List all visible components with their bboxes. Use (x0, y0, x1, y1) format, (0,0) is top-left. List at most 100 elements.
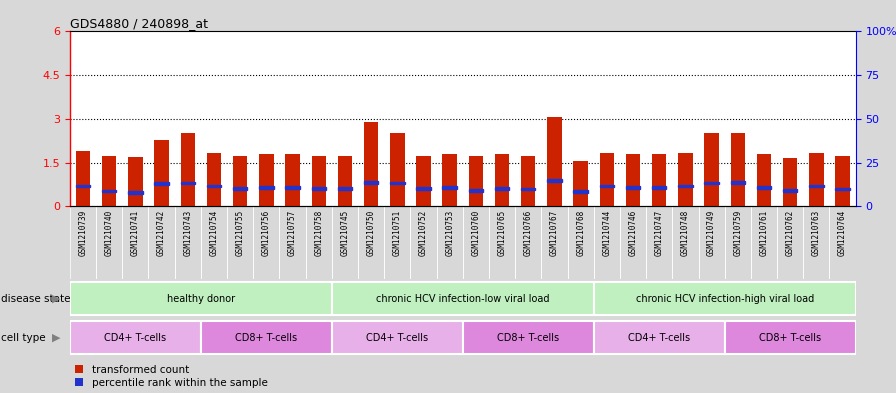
Bar (725, 321, 856, 354)
Bar (462, 321, 594, 354)
Bar (181, 182, 195, 184)
Bar (704, 134, 719, 206)
Text: GSM1210750: GSM1210750 (366, 210, 375, 256)
Bar (573, 161, 588, 206)
Text: GDS4880 / 240898_at: GDS4880 / 240898_at (70, 17, 208, 30)
Text: GSM1210748: GSM1210748 (681, 210, 690, 256)
Text: CD8+ T-cells: CD8+ T-cells (497, 333, 559, 343)
Text: GSM1210760: GSM1210760 (471, 210, 480, 256)
Bar (76, 151, 90, 206)
Text: chronic HCV infection-high viral load: chronic HCV infection-high viral load (635, 294, 814, 304)
Bar (70, 282, 332, 315)
Bar (594, 321, 725, 354)
Text: CD4+ T-cells: CD4+ T-cells (366, 333, 428, 343)
Text: GSM1210753: GSM1210753 (445, 210, 454, 256)
Bar (573, 191, 588, 193)
Bar (128, 191, 142, 194)
Bar (332, 282, 594, 315)
Text: ▶: ▶ (52, 333, 60, 343)
Text: chronic HCV infection-low viral load: chronic HCV infection-low viral load (376, 294, 549, 304)
Bar (259, 186, 273, 189)
Bar (783, 158, 797, 206)
Text: GSM1210742: GSM1210742 (157, 210, 166, 256)
Text: GSM1210755: GSM1210755 (236, 210, 245, 256)
Text: GSM1210756: GSM1210756 (262, 210, 271, 256)
Text: ▶: ▶ (52, 294, 60, 304)
Text: GSM1210749: GSM1210749 (707, 210, 716, 256)
Text: GSM1210752: GSM1210752 (419, 210, 428, 256)
Text: GSM1210745: GSM1210745 (340, 210, 349, 256)
Text: GSM1210766: GSM1210766 (524, 210, 533, 256)
Text: CD4+ T-cells: CD4+ T-cells (628, 333, 690, 343)
Bar (102, 190, 116, 193)
Bar (730, 181, 745, 184)
Bar (312, 187, 326, 189)
Bar (417, 156, 431, 206)
Text: GSM1210759: GSM1210759 (733, 210, 742, 256)
Bar (201, 321, 332, 354)
Bar (338, 187, 352, 189)
Bar (495, 187, 509, 189)
Text: CD8+ T-cells: CD8+ T-cells (236, 333, 297, 343)
Text: GSM1210746: GSM1210746 (628, 210, 638, 256)
Text: disease state: disease state (1, 294, 71, 304)
Text: GSM1210740: GSM1210740 (105, 210, 114, 256)
Bar (625, 154, 641, 206)
Text: GSM1210762: GSM1210762 (786, 210, 795, 256)
Bar (207, 185, 221, 187)
Bar (285, 154, 300, 206)
Bar (154, 182, 168, 185)
Text: GSM1210739: GSM1210739 (79, 210, 88, 256)
Bar (364, 122, 378, 206)
Text: GSM1210744: GSM1210744 (602, 210, 611, 256)
Bar (678, 153, 693, 206)
Bar (70, 321, 201, 354)
Text: GSM1210758: GSM1210758 (314, 210, 323, 256)
Bar (233, 187, 247, 189)
Bar (285, 186, 300, 189)
Bar (730, 133, 745, 206)
Bar (469, 156, 483, 206)
Bar (678, 185, 693, 187)
Bar (128, 157, 142, 206)
Bar (181, 133, 195, 206)
Text: GSM1210761: GSM1210761 (760, 210, 769, 256)
Bar (599, 185, 614, 187)
Bar (207, 153, 221, 206)
Text: GSM1210768: GSM1210768 (576, 210, 585, 256)
Bar (835, 156, 849, 206)
Bar (338, 156, 352, 206)
Bar (102, 156, 116, 206)
Bar (495, 154, 509, 206)
Bar (547, 179, 562, 182)
Bar (312, 156, 326, 206)
Text: GSM1210767: GSM1210767 (550, 210, 559, 256)
Bar (757, 154, 771, 206)
Bar (809, 185, 823, 187)
Bar (332, 321, 462, 354)
Bar (443, 186, 457, 189)
Text: GSM1210743: GSM1210743 (184, 210, 193, 256)
Bar (390, 133, 404, 206)
Bar (809, 153, 823, 206)
Bar (652, 186, 667, 189)
Text: cell type: cell type (1, 333, 46, 343)
Bar (364, 181, 378, 184)
Bar (443, 154, 457, 206)
Text: CD8+ T-cells: CD8+ T-cells (759, 333, 822, 343)
Bar (757, 186, 771, 189)
Text: healthy donor: healthy donor (167, 294, 235, 304)
Bar (76, 185, 90, 187)
Bar (594, 282, 856, 315)
Bar (783, 189, 797, 192)
Bar (521, 156, 536, 206)
Text: GSM1210763: GSM1210763 (812, 210, 821, 256)
Bar (547, 117, 562, 206)
Bar (599, 153, 614, 206)
Text: GSM1210747: GSM1210747 (655, 210, 664, 256)
Bar (652, 154, 667, 206)
Legend: transformed count, percentile rank within the sample: transformed count, percentile rank withi… (75, 365, 268, 388)
Text: CD4+ T-cells: CD4+ T-cells (104, 333, 167, 343)
Text: GSM1210754: GSM1210754 (210, 210, 219, 256)
Bar (704, 182, 719, 184)
